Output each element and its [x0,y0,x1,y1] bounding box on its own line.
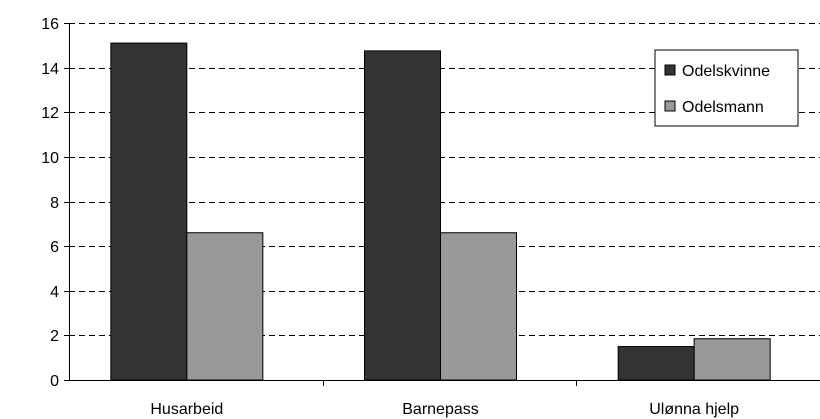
y-tick-label: 14 [41,61,59,78]
bar-odelskvinne [364,50,441,381]
y-tick-label: 10 [41,150,59,167]
legend: Odelskvinne Odelsmann [654,49,799,127]
x-tick-label: Ulønna hjelp [649,401,739,418]
legend-label-odelskvinne: Odelskvinne [682,63,770,80]
bar-odelsmann [693,338,771,381]
x-tick-label: Barnepass [402,401,479,418]
x-tick-label: Husarbeid [150,401,223,418]
y-tick-label: 6 [50,239,59,256]
bar-odelskvinne [617,346,695,381]
y-tick-label: 16 [41,16,59,33]
y-tick-label: 2 [50,328,59,345]
axes: 0 2 4 6 8 10 12 14 16 Husarbeid Barnepass Ulønna hj… [41,16,820,418]
legend-swatch-odelsmann [664,100,676,112]
y-tick-label: 12 [41,105,59,122]
bar-odelsmann [186,232,264,381]
legend-label-odelsmann: Odelsmann [682,99,764,116]
y-tick-label: 8 [50,195,59,212]
y-tick-label: 4 [50,284,59,301]
bars [110,42,771,381]
bar-odelsmann [440,232,517,381]
y-tick-label: 0 [50,373,59,390]
bar-odelskvinne [110,42,188,381]
legend-box [654,49,799,127]
legend-swatch-odelskvinne [664,64,676,76]
